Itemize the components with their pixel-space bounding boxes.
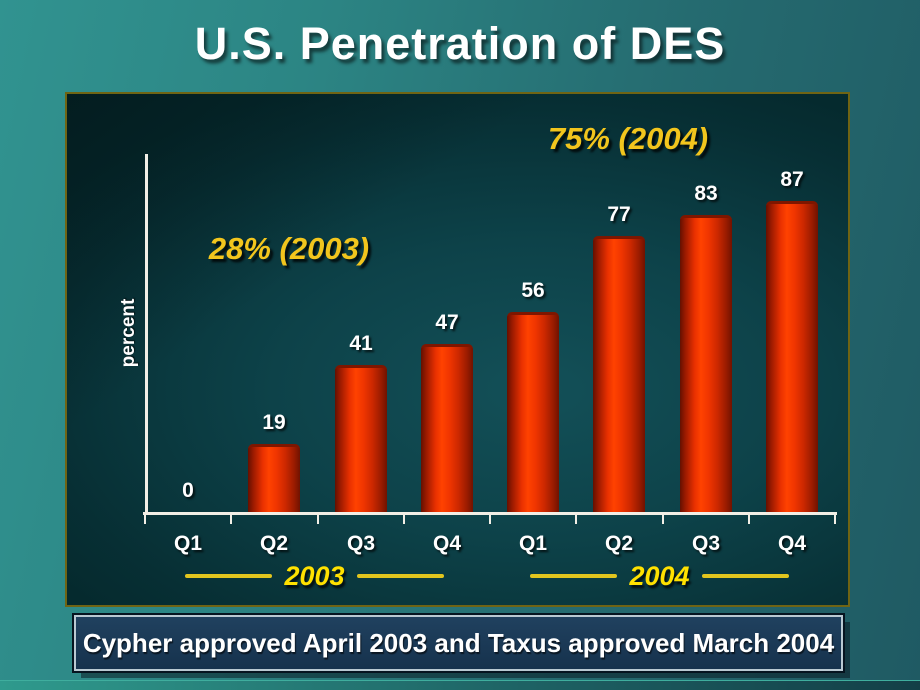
x-axis-tick (662, 515, 664, 524)
y-axis-line (145, 154, 148, 515)
year-text: 2004 (629, 560, 690, 591)
bar (248, 444, 300, 512)
bar-value-label: 83 (694, 182, 718, 205)
bar-value-label: 19 (262, 411, 286, 434)
bar (421, 344, 473, 512)
bar-value-label: 0 (182, 479, 194, 502)
annotation-2004: 75% (2004) (547, 121, 709, 156)
x-axis-line (143, 512, 837, 515)
bar-value-label: 56 (521, 279, 545, 302)
x-axis-tick (317, 515, 319, 524)
chart-panel: 28% (2003) 75% (2004) percent 0 19 41 47 56 7… (65, 92, 850, 607)
caption-text: Cypher approved April 2003 and Taxus app… (82, 627, 835, 658)
year-line (356, 574, 445, 578)
year-line (701, 574, 790, 578)
x-axis-tick (489, 515, 491, 524)
bar (680, 215, 732, 512)
bar (335, 365, 387, 512)
x-axis-tick (144, 515, 146, 524)
x-axis-category-label: Q3 (691, 532, 720, 555)
x-axis-category-label: Q1 (518, 532, 547, 555)
caption-box: Cypher approved April 2003 and Taxus app… (74, 615, 843, 671)
bar-value-label: 41 (349, 332, 373, 355)
x-axis-tick (230, 515, 232, 524)
bar (507, 312, 559, 512)
x-axis-tick (748, 515, 750, 524)
bar-value-label: 47 (435, 311, 459, 334)
year-group-2004: 2004 (530, 559, 790, 593)
x-axis-category-label: Q2 (259, 532, 288, 555)
x-axis-tick (834, 515, 836, 524)
bar (766, 201, 818, 512)
bar-value-label: 77 (607, 203, 631, 226)
year-group-2003: 2003 (185, 559, 445, 593)
bar-value-label: 87 (780, 168, 804, 191)
x-axis-category-label: Q3 (346, 532, 375, 555)
year-line (530, 574, 618, 578)
year-text: 2003 (284, 560, 345, 591)
y-axis-label: percent (118, 298, 139, 368)
annotation-2003: 28% (2003) (208, 231, 370, 266)
x-axis-category-label: Q1 (173, 532, 202, 555)
x-axis-category-label: Q2 (604, 532, 633, 555)
year-line (185, 574, 273, 578)
x-axis-tick (403, 515, 405, 524)
x-axis-tick (575, 515, 577, 524)
slide-title: U.S. Penetration of DES (194, 18, 726, 69)
bottom-strip (0, 680, 920, 690)
x-axis-category-label: Q4 (777, 532, 806, 555)
bar (593, 236, 645, 512)
x-axis-category-label: Q4 (432, 532, 461, 555)
